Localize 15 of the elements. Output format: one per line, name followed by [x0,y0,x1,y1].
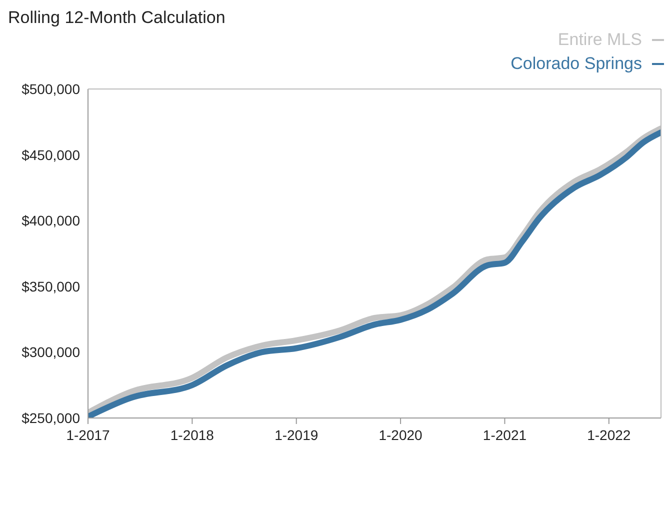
y-tick-label: $350,000 [22,278,80,294]
y-tick-label: $400,000 [22,212,80,229]
y-tick-label: $300,000 [22,344,80,360]
legend-label: Entire MLS [558,30,642,50]
legend-label: Colorado Springs [510,54,642,74]
y-tick-label: $250,000 [22,410,80,426]
chart-title: Rolling 12-Month Calculation [8,8,226,28]
x-tick-label: 1-2018 [170,426,214,443]
x-tick-label: 1-2017 [66,426,110,443]
x-tick-label: 1-2022 [587,426,631,443]
y-tick-label: $450,000 [22,146,80,163]
x-tick-label: 1-2021 [482,426,527,443]
y-tick-label: $500,000 [22,80,80,97]
x-tick-label: 1-2019 [274,426,318,443]
x-tick-label: 1-2020 [378,426,423,443]
